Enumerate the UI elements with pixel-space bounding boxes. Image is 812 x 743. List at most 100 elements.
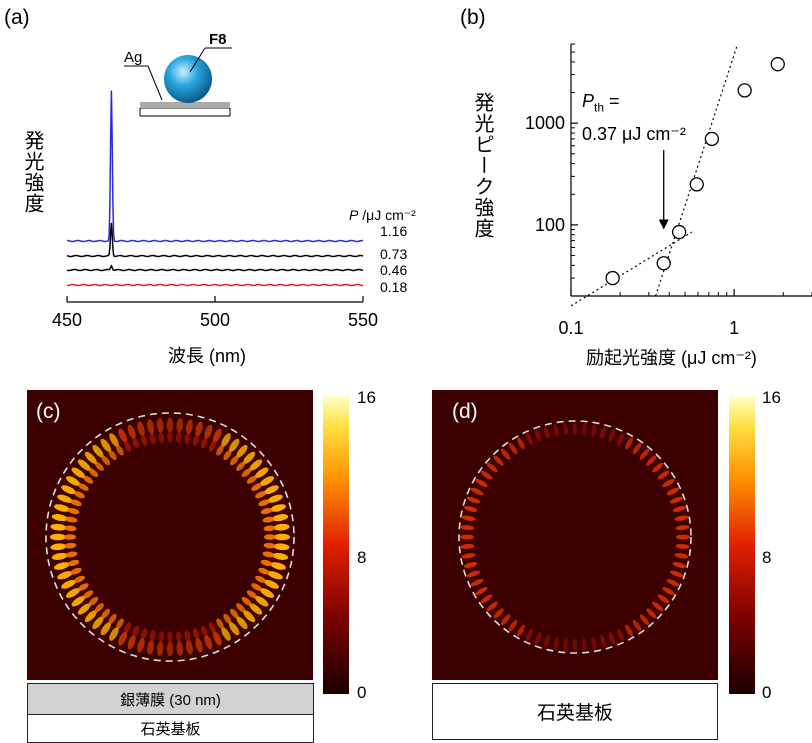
heatmap-d-outer-lobe xyxy=(525,433,533,446)
heatmap-c-inner-lobe xyxy=(64,525,77,532)
heatmap-c-inner-lobe xyxy=(64,542,77,549)
annotation-p: P xyxy=(582,91,595,111)
inset-particle-sphere xyxy=(164,55,212,103)
heatmap-c-inner-lobe xyxy=(70,499,82,507)
heatmap-c-inner-lobe xyxy=(149,629,156,642)
inset-ag-label: Ag xyxy=(124,49,142,66)
heatmap-c-inner-lobe xyxy=(116,618,124,629)
heatmap-c-inner-lobe xyxy=(208,622,216,633)
heatmap-c-outer-lobe xyxy=(254,595,269,607)
heatmap-d-outer-lobe xyxy=(625,437,633,450)
heatmap-c-outer-lobe xyxy=(65,476,81,486)
heatmap-d-outer-lobe xyxy=(639,448,650,460)
heatmap-c-outer-lobe xyxy=(185,419,193,435)
threshold-chart: 100 1000 0.1 1 xyxy=(525,43,812,338)
threshold-data-point xyxy=(689,177,704,192)
heatmap-d-boundary xyxy=(458,420,692,654)
spectrum-chart: 450 500 550 1.16 0.730.460.18 F8 Ag xyxy=(52,31,407,330)
heatmap-c-outer-lobe xyxy=(229,438,240,452)
heatmap-c-inner-lobe xyxy=(124,441,132,452)
substrate-quartz-d: 石英基板 xyxy=(432,683,718,740)
heatmap-d-outer-lobe xyxy=(493,455,504,466)
spectrum-series-label-0.46: 0.46 xyxy=(380,262,407,278)
heatmap-c-outer-lobe xyxy=(50,543,67,551)
heatmap-c-outer-lobe xyxy=(272,514,289,522)
heatmap-c-inner-lobe xyxy=(241,468,252,478)
threshold-arrow-head xyxy=(658,219,669,230)
heatmap-d-outer-lobe xyxy=(608,429,616,442)
heatmap-d-outer-lobe xyxy=(475,478,488,488)
heatmap-d-outer-lobe xyxy=(517,624,525,637)
spectrum-x-tick-label-500: 500 xyxy=(200,310,230,330)
heatmap-d-outer-lobe xyxy=(662,586,675,596)
threshold-annotation: Pth = 0.37 μJ cm⁻² xyxy=(582,88,686,147)
heatmap-c-inner-lobe xyxy=(175,631,182,643)
spectrum-x-axis-title: 波長 (nm) xyxy=(168,346,246,366)
heatmap-d-outer-lobe xyxy=(466,570,481,578)
heatmap-d-outer-lobe xyxy=(657,594,670,604)
heatmap-d-outer-lobe xyxy=(672,562,687,568)
heatmap-c-outer-lobe xyxy=(92,444,104,458)
heatmap-d-outer-lobe xyxy=(534,429,542,442)
heatmap-c-outer-lobe xyxy=(254,467,269,479)
heatmap-c-outer-lobe xyxy=(229,622,240,636)
heatmap-c-inner-lobe xyxy=(88,468,99,478)
panel-label-b: (b) xyxy=(460,6,486,29)
colorbar-d-tick-min: 0 xyxy=(762,683,772,702)
substrate-quartz-c: 石英基板 xyxy=(27,715,314,743)
heatmap-c-inner-lobe xyxy=(175,431,182,443)
heatmap-c-inner-lobe xyxy=(184,432,191,445)
heatmap-c-outer-lobe xyxy=(212,631,222,646)
heatmap-c-outer-lobe xyxy=(51,552,68,560)
heatmap-d-outer-lobe xyxy=(572,638,578,652)
heatmap-c-inner-lobe xyxy=(263,542,276,549)
heatmap-c-outer-lobe xyxy=(61,579,76,589)
heatmap-c-outer-lobe xyxy=(195,637,203,653)
heatmap-c-outer-lobe xyxy=(137,637,145,653)
heatmap-c-inner-lobe xyxy=(216,618,224,629)
heatmap-c-inner-lobe xyxy=(200,437,208,449)
heatmap-c-inner-lobe xyxy=(251,583,262,591)
heatmap-c-inner-lobe xyxy=(116,445,124,456)
heatmap-c-outer-lobe xyxy=(273,523,290,531)
heatmap-d-outer-lobe xyxy=(470,578,484,587)
spectrum-x-tick-label-550: 550 xyxy=(348,310,378,330)
legend-title-unit: /μJ cm⁻² xyxy=(358,207,416,223)
heatmap-c-outer-lobe xyxy=(57,494,73,503)
heatmap-c-outer-lobe xyxy=(118,631,128,646)
threshold-fit-line-1 xyxy=(655,43,739,297)
heatmap-c-outer-lobe xyxy=(166,641,174,657)
heatmap-c-inner-lobe xyxy=(223,613,232,624)
threshold-data-point xyxy=(656,256,671,271)
heatmap-d-outer-lobe xyxy=(517,437,525,450)
heatmap-c-outer-lobe xyxy=(259,588,275,598)
heatmap-d-outer-lobe xyxy=(544,426,550,440)
inset-particle-label: F8 xyxy=(209,31,227,48)
heatmap-d-outer-lobe xyxy=(461,553,476,559)
heatmap-c-outer-lobe xyxy=(92,616,104,630)
threshold-x-axis-title: 励起光強度 (μJ cm⁻²) xyxy=(586,348,757,368)
heatmap-c-inner-lobe xyxy=(73,575,85,583)
heatmap-c-outer-lobe xyxy=(50,523,67,531)
heatmap-c-inner-lobe xyxy=(251,483,262,491)
heatmap-c-outer-lobe xyxy=(57,571,73,580)
heatmap-c-outer-lobe xyxy=(221,433,231,447)
heatmap-d-outer-lobe xyxy=(652,601,664,612)
heatmap-c-inner-lobe xyxy=(255,491,267,499)
heatmap-c-inner-lobe xyxy=(264,534,276,540)
heatmap-d-outer-lobe xyxy=(617,433,625,446)
heatmap-d-outer-lobe xyxy=(669,570,684,578)
heatmap-d-outer-lobe xyxy=(608,632,616,645)
colorbar-c-tick-min: 0 xyxy=(357,683,367,702)
heatmap-d-outer-lobe xyxy=(500,448,511,460)
threshold-data-point xyxy=(737,83,752,98)
heatmap-c-inner-lobe xyxy=(67,559,80,567)
heatmap-c-outer-lobe xyxy=(267,494,283,503)
heatmap-c-outer-lobe xyxy=(147,419,155,435)
heatmap-d-outer-lobe xyxy=(675,525,690,531)
heatmap-c-inner-lobe xyxy=(192,434,199,446)
heatmap-c-inner-lobe xyxy=(78,583,89,591)
heatmap-d-outer-lobe xyxy=(525,628,533,641)
heatmap-c-outer-lobe xyxy=(274,533,290,541)
spectrum-series-label-1.16: 1.16 xyxy=(380,223,407,239)
